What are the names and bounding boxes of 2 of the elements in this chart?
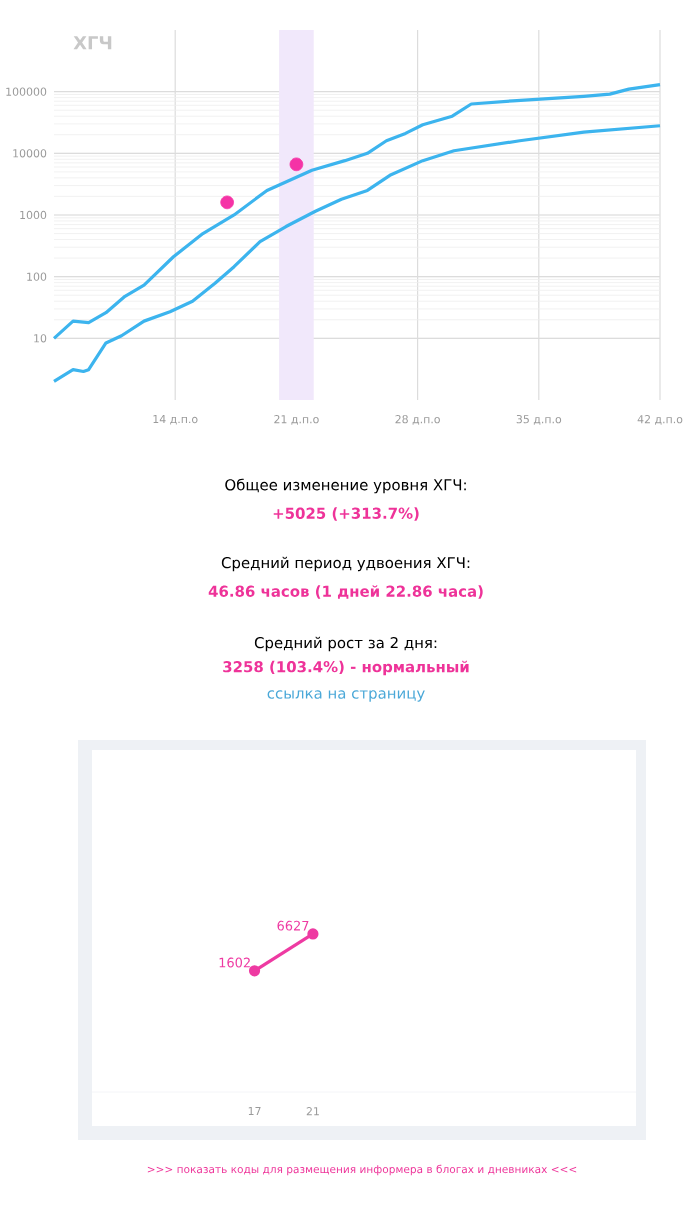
line-series [52,83,662,340]
line-series [52,124,662,384]
